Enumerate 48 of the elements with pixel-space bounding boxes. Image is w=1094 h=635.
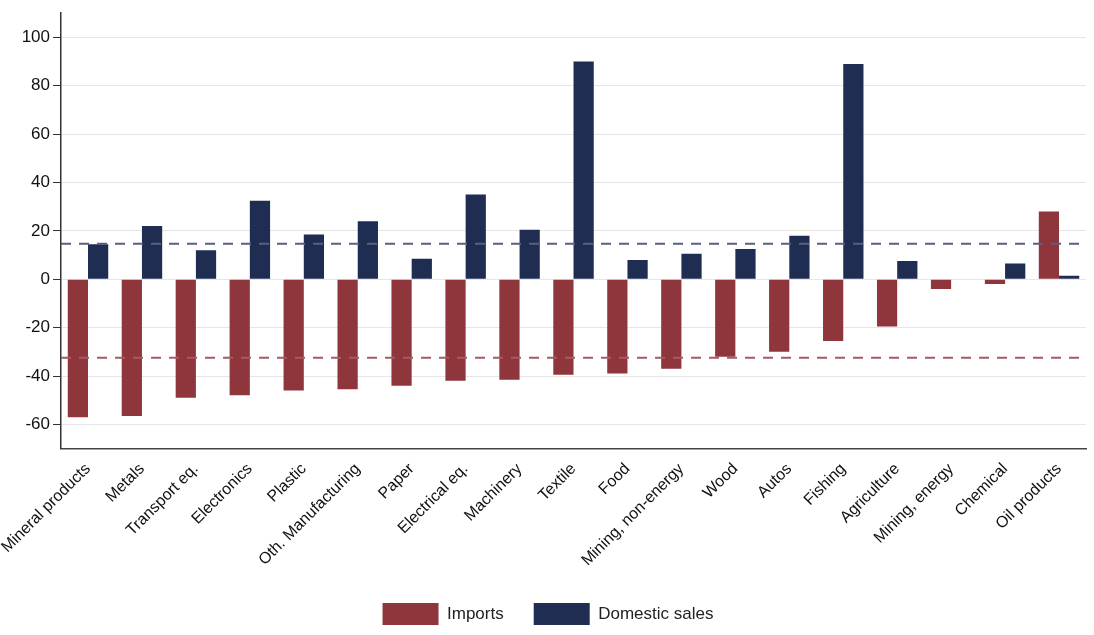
bar bbox=[1038, 211, 1060, 279]
y-tick-label: 20 bbox=[31, 220, 51, 240]
y-tick-label: -20 bbox=[25, 317, 51, 337]
bar bbox=[769, 279, 790, 352]
bar bbox=[121, 279, 142, 416]
y-tick-label: 100 bbox=[21, 27, 51, 47]
bar bbox=[445, 279, 466, 381]
bar bbox=[607, 279, 628, 374]
bar bbox=[984, 279, 1006, 285]
legend-label: Domestic sales bbox=[598, 603, 714, 623]
bar bbox=[789, 235, 810, 279]
bar bbox=[229, 279, 250, 396]
bar bbox=[627, 259, 648, 279]
bar bbox=[823, 279, 844, 341]
bar bbox=[88, 244, 109, 279]
bar bbox=[337, 279, 358, 390]
bar bbox=[67, 279, 89, 418]
bar bbox=[661, 279, 682, 369]
y-tick-label: 60 bbox=[31, 123, 51, 143]
bar bbox=[175, 279, 196, 398]
y-tick-label: -40 bbox=[25, 365, 51, 385]
bar bbox=[195, 250, 217, 279]
bar bbox=[465, 194, 486, 279]
bar bbox=[141, 226, 163, 279]
bar bbox=[249, 200, 271, 279]
bar bbox=[897, 261, 918, 279]
y-tick-label: 80 bbox=[31, 75, 51, 95]
bar bbox=[411, 258, 432, 279]
bar bbox=[519, 229, 540, 279]
y-tick-label: 40 bbox=[31, 172, 51, 192]
bar bbox=[681, 253, 702, 279]
y-tick-label: -60 bbox=[25, 414, 51, 434]
bar bbox=[1059, 275, 1080, 279]
bar bbox=[843, 63, 864, 279]
bar bbox=[283, 279, 304, 391]
bar bbox=[876, 279, 898, 327]
bar bbox=[357, 221, 378, 279]
bar bbox=[573, 61, 594, 279]
bar bbox=[715, 279, 736, 357]
bar bbox=[303, 234, 325, 279]
y-tick-label: 0 bbox=[40, 268, 51, 288]
bar bbox=[1005, 263, 1026, 279]
bar bbox=[930, 279, 952, 289]
legend-label: Imports bbox=[447, 603, 504, 623]
bar bbox=[391, 279, 412, 386]
bar bbox=[735, 249, 756, 279]
bar bbox=[553, 279, 574, 375]
bar bbox=[499, 279, 520, 380]
